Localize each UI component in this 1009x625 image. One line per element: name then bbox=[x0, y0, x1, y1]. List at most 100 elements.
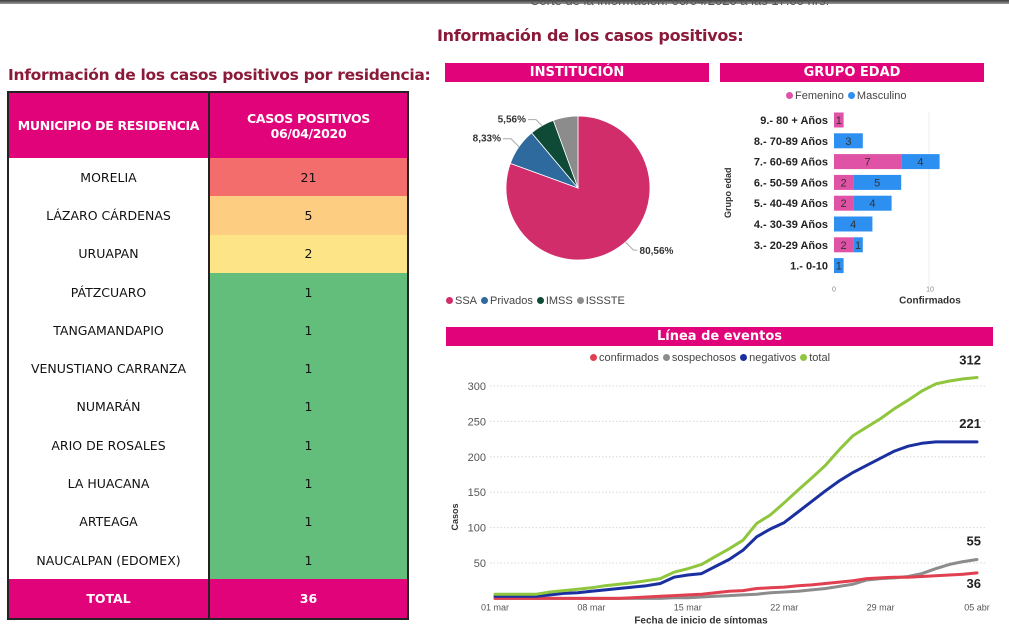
age-bar-masculino[interactable] bbox=[901, 154, 940, 170]
table-row: ARTEAGA 1 bbox=[7, 502, 409, 541]
municipio-cell: PÁTZCUARO bbox=[7, 272, 210, 312]
age-bar-value-label: 4 bbox=[917, 157, 923, 169]
legend-dot-icon bbox=[446, 297, 453, 304]
age-bar-masculino[interactable] bbox=[834, 216, 873, 232]
institution-legend-item[interactable]: SSA bbox=[446, 295, 477, 307]
pie-leader-line bbox=[527, 119, 543, 127]
casos-cell: 1 bbox=[209, 502, 409, 541]
age-bar-value-label: 5 bbox=[874, 177, 880, 189]
events-legend-item[interactable]: total bbox=[800, 352, 830, 364]
events-line-chart: 50 100 150 200 250 300 01 mar 08 mar 15 mar 22 ma… bbox=[450, 353, 990, 625]
age-bar-femenino[interactable] bbox=[834, 237, 854, 253]
events-legend-item[interactable]: confirmados bbox=[590, 352, 659, 364]
age-bar-value-label: 1 bbox=[836, 115, 842, 127]
age-bar-femenino[interactable] bbox=[834, 174, 854, 190]
institution-legend-item[interactable]: ISSSTE bbox=[576, 295, 625, 307]
age-group-legend: Femenino Masculino bbox=[786, 90, 910, 102]
x-tick-label: 22 mar bbox=[770, 602, 798, 612]
y-axis-title: Casos bbox=[450, 503, 460, 530]
table-row: LA HUACANA 1 bbox=[7, 464, 409, 503]
residence-cases-title: Información de los casos positivos por r… bbox=[8, 66, 431, 84]
casos-cell: 1 bbox=[209, 272, 409, 312]
age-bar-value-label: 1 bbox=[855, 240, 861, 252]
pie-label-privados: 8,33% bbox=[473, 134, 501, 145]
table-header-row: MUNICIPIO DE RESIDENCIA CASOS POSITIVOS … bbox=[7, 91, 409, 158]
legend-label: negativos bbox=[749, 352, 797, 364]
pie-leader-line bbox=[625, 241, 638, 251]
total-label: TOTAL bbox=[7, 579, 210, 620]
age-bar-femenino[interactable] bbox=[834, 154, 902, 170]
events-legend-item[interactable]: sospechosos bbox=[662, 352, 737, 364]
casos-cell: 1 bbox=[209, 464, 409, 503]
table-row: LÁZARO CÁRDENAS 5 bbox=[7, 196, 409, 235]
column-header-municipio: MUNICIPIO DE RESIDENCIA bbox=[7, 91, 210, 158]
y-tick-label: 200 bbox=[468, 452, 486, 464]
age-category-label: 3.- 20-29 Años bbox=[754, 240, 828, 252]
x-tick-label: 08 mar bbox=[577, 602, 605, 612]
x-tick-label: 15 mar bbox=[674, 602, 702, 612]
legend-label: sospechosos bbox=[671, 352, 737, 364]
y-tick-label: 150 bbox=[468, 487, 486, 499]
age-group-bar-chart: 9.- 80 + Años 1 8.- 70-89 Años 3 7.- 60-69 A… bbox=[723, 112, 961, 306]
age-bar-masculino[interactable] bbox=[853, 237, 863, 253]
pie-slice-issste[interactable] bbox=[552, 115, 579, 189]
municipio-cell: NUMARÁN bbox=[7, 387, 210, 427]
institution-legend-item[interactable]: Privados bbox=[481, 295, 533, 307]
end-label-confirmados: 36 bbox=[967, 576, 981, 591]
municipality-table: MUNICIPIO DE RESIDENCIA CASOS POSITIVOS … bbox=[7, 91, 409, 620]
y-tick-label: 100 bbox=[468, 523, 486, 535]
age-bar-masculino[interactable] bbox=[853, 174, 902, 190]
institution-band: INSTITUCIÓN bbox=[445, 63, 709, 82]
institution-pie-chart: 80,56% 8,33% 5,56% bbox=[473, 115, 674, 261]
pie-label-ssa: 80,56% bbox=[640, 246, 674, 257]
series-line-confirmados[interactable] bbox=[493, 571, 979, 600]
age-category-label: 7.- 60-69 Años bbox=[754, 157, 828, 169]
table-row: VENUSTIANO CARRANZA 1 bbox=[7, 349, 409, 388]
table-row: NAUCALPAN (EDOMEX) 1 bbox=[7, 540, 409, 580]
age-category-label: 5.- 40-49 Años bbox=[754, 198, 828, 210]
x-tick-label: 05 abr bbox=[964, 602, 990, 612]
window-top-border bbox=[0, 0, 1009, 4]
legend-dot-icon bbox=[786, 92, 793, 99]
legend-label: ISSSTE bbox=[585, 295, 625, 307]
x-tick-label: 29 mar bbox=[867, 602, 895, 612]
events-legend-item[interactable]: negativos bbox=[740, 352, 796, 364]
events-line-legend: confirmados sospechosos negativos total bbox=[590, 352, 834, 364]
age-bar-femenino[interactable] bbox=[834, 195, 854, 211]
series-line-total[interactable] bbox=[493, 376, 979, 596]
age-bar-masculino[interactable] bbox=[834, 133, 863, 149]
casos-cell: 1 bbox=[209, 426, 409, 465]
table-row: PÁTZCUARO 1 bbox=[7, 272, 409, 312]
column-header-casos: CASOS POSITIVOS 06/04/2020 bbox=[209, 91, 409, 158]
pie-label-imss: 5,56% bbox=[498, 115, 526, 126]
municipio-cell: ARIO DE ROSALES bbox=[7, 426, 210, 465]
age-legend-item[interactable]: Masculino bbox=[847, 90, 907, 102]
municipio-cell: VENUSTIANO CARRANZA bbox=[7, 349, 210, 388]
institution-legend-item[interactable]: IMSS bbox=[536, 295, 573, 307]
municipio-cell: NAUCALPAN (EDOMEX) bbox=[7, 540, 210, 580]
age-bar-value-label: 7 bbox=[865, 157, 871, 169]
legend-label: IMSS bbox=[545, 295, 573, 307]
legend-label: total bbox=[809, 352, 831, 364]
table-row: NUMARÁN 1 bbox=[7, 387, 409, 427]
casos-cell: 21 bbox=[209, 158, 409, 197]
casos-cell: 2 bbox=[209, 234, 409, 273]
age-legend-item[interactable]: Femenino bbox=[786, 90, 844, 102]
total-row: TOTAL 36 bbox=[7, 579, 409, 620]
age-bar-masculino[interactable] bbox=[853, 195, 892, 211]
series-line-negativos[interactable] bbox=[493, 440, 979, 598]
y-tick-label: 50 bbox=[474, 558, 486, 570]
age-bar-value-label: 2 bbox=[841, 177, 847, 189]
age-bar-femenino[interactable] bbox=[834, 112, 844, 128]
end-label-sospechosos: 55 bbox=[967, 533, 981, 548]
legend-dot-icon bbox=[590, 354, 597, 361]
legend-dot-icon bbox=[847, 92, 855, 99]
legend-label: Masculino bbox=[856, 90, 907, 102]
casos-cell: 5 bbox=[209, 196, 409, 235]
age-x-axis-title: Confirmados bbox=[899, 295, 961, 306]
y-tick-label: 250 bbox=[468, 416, 486, 428]
age-bar-value-label: 1 bbox=[836, 261, 842, 273]
age-bar-masculino[interactable] bbox=[834, 258, 844, 274]
pie-leader-line bbox=[503, 138, 520, 148]
age-group-band: GRUPO EDAD bbox=[720, 63, 984, 82]
